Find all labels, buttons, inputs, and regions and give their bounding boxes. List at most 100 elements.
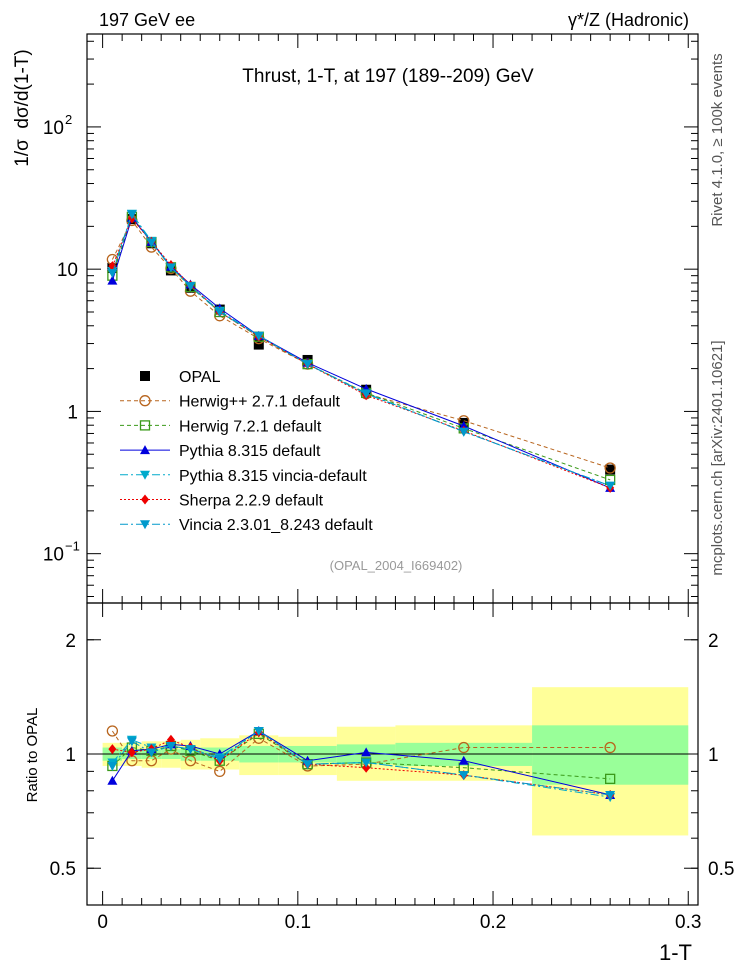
data-point (605, 773, 616, 785)
data-point (214, 755, 225, 765)
data-point (604, 741, 616, 754)
x-tick-label: 0.2 (480, 912, 506, 933)
legend-marker (140, 520, 150, 530)
legend-entry-herwig-2-7-1-default: Herwig++ 2.7.1 default (120, 394, 341, 411)
data-point (604, 462, 616, 474)
data-point (185, 282, 196, 292)
ratio-axes: 0.5 0.5 1 1 2 2 0 0.1 0.2 0.3 (50, 602, 734, 933)
series-line-pythia-8-315-vincia-default (112, 730, 611, 798)
data-point (253, 339, 264, 350)
data-point (107, 268, 118, 278)
y-tick-label: 0.5 (708, 859, 734, 880)
data-point (126, 210, 137, 220)
y-tick-label: 2 (708, 631, 719, 652)
data-point (127, 747, 136, 758)
series-line-herwig-2-7-1-default (111, 219, 611, 469)
legend-entry-herwig-7-2-1-default: Herwig 7.2.1 default (120, 418, 322, 435)
header-right-label: γ*/Z (Hadronic) (568, 10, 689, 30)
watermark-label: (OPAL_2004_I669402) (330, 558, 463, 573)
data-point (458, 741, 470, 754)
series-line-herwig-7-2-1-default (111, 215, 611, 481)
x-axis-label: 1-T (659, 940, 692, 965)
ratio-series-layer (106, 725, 616, 803)
legend: OPAL Herwig++ 2.7.1 default Herwig 7.2.1 d… (120, 369, 373, 534)
y-tick-exponent: 2 (65, 112, 72, 127)
legend-label: OPAL (179, 369, 221, 386)
legend-marker (140, 470, 150, 480)
x-tick-label: 0.1 (285, 912, 311, 933)
data-point (362, 762, 371, 773)
data-point (106, 725, 119, 737)
y-tick-label: 10 (43, 118, 64, 139)
legend-label: Pythia 8.315 default (179, 443, 321, 460)
y-tick-label: 1 (65, 745, 76, 766)
data-point (165, 263, 176, 273)
data-point (302, 360, 313, 370)
series-line-vincia-2-3-01-8-243-default (112, 730, 611, 796)
legend-marker (140, 445, 150, 455)
data-point (458, 427, 469, 437)
data-point (458, 755, 469, 765)
data-point (126, 737, 137, 747)
data-point (605, 481, 616, 491)
y-tick-label: 10 (57, 260, 78, 281)
y-tick-label: 0.5 (50, 859, 76, 880)
legend-label: Herwig++ 2.7.1 default (179, 394, 341, 411)
legend-label: Pythia 8.315 vincia-default (179, 468, 367, 485)
data-point (302, 760, 313, 770)
data-point (146, 748, 157, 758)
legend-label: Vincia 2.3.01_8.243 default (179, 517, 373, 534)
mcplots-side-label: mcplots.cern.ch [arXiv:2401.10621] (709, 340, 726, 575)
legend-marker (139, 395, 151, 407)
data-point (107, 761, 118, 771)
legend-label: Sherpa 2.2.9 default (179, 493, 324, 510)
y-tick-label: 1 (67, 402, 78, 423)
data-point (107, 275, 118, 285)
y-tick-exponent: −1 (65, 539, 80, 554)
legend-marker (140, 371, 150, 381)
main-title: Thrust, 1-T, at 197 (189--209) GeV (242, 66, 534, 87)
data-point (108, 261, 117, 272)
series-line-sherpa-2-2-9-default (112, 731, 611, 796)
legend-entry-vincia-2-3-01-8-243-default: Vincia 2.3.01_8.243 default (120, 517, 373, 534)
data-point (361, 389, 372, 399)
x-tick-label: 0 (97, 912, 108, 933)
data-point (165, 741, 176, 751)
data-point (253, 331, 264, 341)
data-point (214, 765, 226, 778)
data-point (146, 238, 157, 248)
series-vincia-2-3-01-8-243-default (107, 726, 616, 800)
main-y-axis-label: 1/σ dσ/d(1-T) (12, 49, 33, 166)
data-point (108, 744, 117, 755)
y-tick-label: 2 (65, 631, 76, 652)
legend-marker (141, 494, 149, 505)
rivet-side-label: Rivet 4.1.0, ≥ 100k events (709, 53, 726, 226)
data-point (361, 758, 372, 768)
data-point (185, 745, 196, 755)
data-point (458, 771, 469, 781)
data-point (361, 747, 372, 757)
series-vincia-2-3-01-8-243-default (107, 210, 616, 491)
legend-label: Herwig 7.2.1 default (179, 418, 322, 435)
series-line-herwig-2-7-1-default (111, 730, 611, 772)
data-point (605, 464, 616, 475)
band-inner (532, 725, 689, 785)
series-opal (107, 214, 616, 475)
data-point (107, 775, 118, 785)
legend-entry-sherpa-2-2-9-default: Sherpa 2.2.9 default (120, 493, 324, 510)
x-tick-label: 0.3 (675, 912, 701, 933)
y-tick-label: 1 (708, 745, 719, 766)
ratio-uncertainty-bands (87, 687, 698, 836)
legend-entry-pythia-8-315-vincia-default: Pythia 8.315 vincia-default (120, 468, 367, 485)
legend-entry-opal: OPAL (140, 369, 221, 386)
ratio-y-axis-label: Ratio to OPAL (24, 708, 41, 803)
data-point (605, 790, 616, 800)
legend-marker (139, 420, 151, 431)
data-point (214, 307, 225, 317)
data-point (253, 726, 264, 736)
main-series-layer (106, 209, 616, 493)
y-tick-label: 10 (43, 545, 64, 566)
legend-entry-pythia-8-315-default: Pythia 8.315 default (120, 443, 321, 460)
